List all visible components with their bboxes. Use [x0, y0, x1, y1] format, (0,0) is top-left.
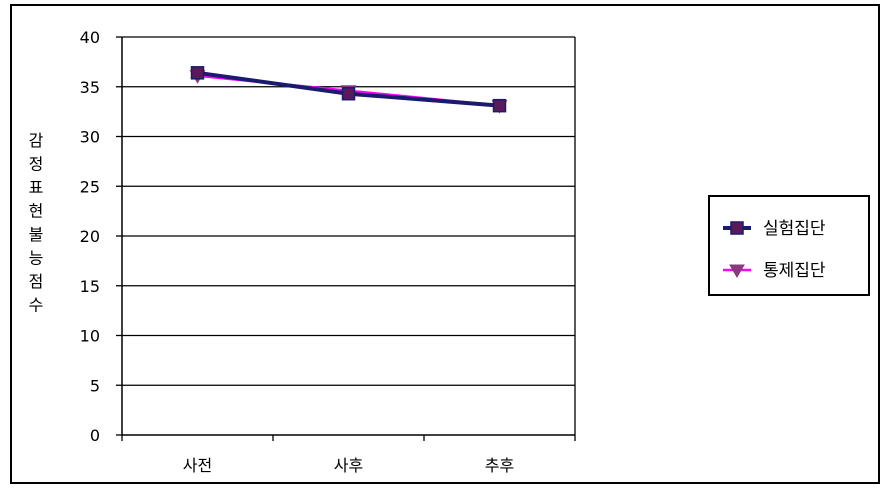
y-tick-label-40: 40 [80, 28, 100, 47]
y-axis-label-char-1: 정 [29, 155, 44, 174]
legend-swatch-marker-0 [730, 221, 744, 235]
grid-lines [122, 36, 575, 386]
legend-label-0: 실험집단 [763, 219, 826, 239]
y-tick-label-25: 25 [80, 177, 100, 196]
y-axis-label-char-3: 현 [29, 202, 44, 221]
y-tick-label-20: 20 [80, 227, 100, 246]
y-axis-label-char-5: 능 [29, 249, 44, 268]
series-0-point-1 [341, 86, 356, 101]
y-tick-label-35: 35 [80, 78, 100, 97]
legend-box [708, 195, 870, 296]
series-0-point-0 [190, 66, 205, 80]
y-tick-label-0: 0 [90, 426, 100, 445]
y-axis-label-char-0: 감 [29, 131, 44, 150]
y-axis-label-char-4: 불 [29, 225, 44, 244]
x-tick-label-0: 사전 [183, 456, 212, 475]
x-tick-label-1: 사후 [334, 456, 363, 475]
series-0-point-2 [492, 98, 507, 113]
y-tick-label-30: 30 [80, 128, 100, 147]
y-tick-labels: 0 5 10 15 20 25 30 35 40 [80, 28, 100, 445]
y-tick-label-15: 15 [80, 277, 100, 296]
legend-label-1: 통제집단 [763, 261, 826, 281]
y-tick-label-5: 5 [90, 376, 100, 395]
y-tick-label-10: 10 [80, 327, 100, 346]
x-tick-label-2: 추후 [485, 456, 514, 475]
y-axis-label-char-2: 표 [29, 178, 44, 197]
axes [116, 36, 576, 441]
y-axis-label-char-6: 점 [29, 272, 44, 291]
legend-swatch-marker-1 [729, 264, 745, 278]
x-tick-labels: 사전 사후 추후 [183, 456, 514, 475]
y-axis-label-char-7: 수 [29, 296, 44, 315]
series-lines [189, 66, 508, 114]
